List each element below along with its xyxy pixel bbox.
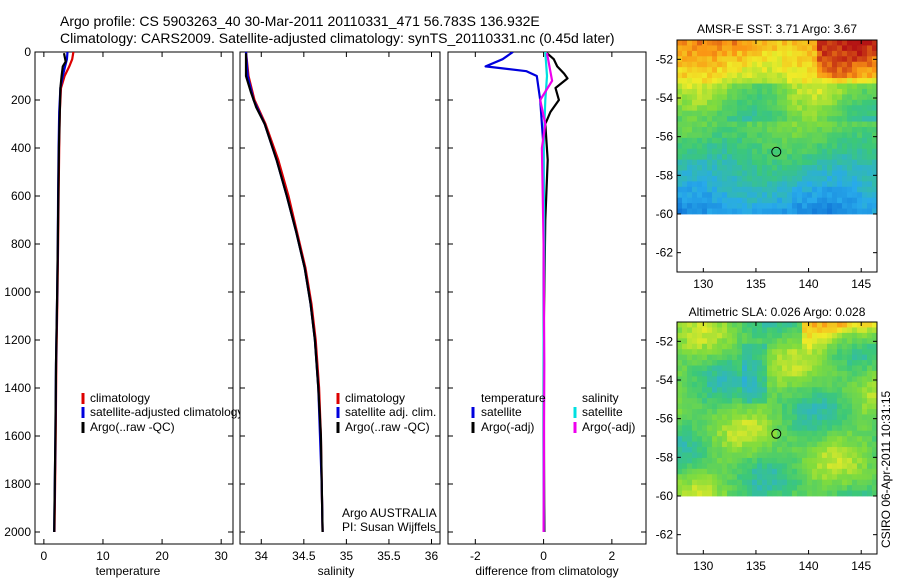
salinity-axes-frame — [239, 51, 441, 545]
sst-map-frame — [676, 39, 878, 273]
depth-ytick-label: 400 — [11, 141, 31, 155]
salinity-xlabel: salinity — [318, 564, 355, 578]
sst-ytick-label: -52 — [656, 52, 674, 66]
depth-ytick-label: 0 — [24, 45, 31, 59]
sla-xtick-label: 145 — [851, 559, 871, 573]
sst-xtick-label: 130 — [693, 277, 713, 291]
salinity-legend: climatology satellite adj. clim. Argo(..… — [336, 391, 436, 434]
depth-ytick-label: 1600 — [4, 429, 31, 443]
salinity-annotation-institution: Argo AUSTRALIA — [342, 506, 437, 520]
salinity-series-2 — [244, 53, 324, 533]
difference-series-1 — [542, 52, 569, 533]
difference-legend-header-temperature: temperature — [481, 391, 546, 405]
temperature-xtick-label: 10 — [96, 549, 110, 563]
sst-xtick-label: 135 — [746, 277, 766, 291]
sst-ytick-label: -54 — [656, 91, 674, 105]
sla-ytick-label: -52 — [656, 334, 674, 348]
salinity-legend-satellite: satellite adj. clim. — [345, 405, 436, 419]
temperature-xtick-label: 0 — [41, 549, 48, 563]
sst-map-title: AMSR-E SST: 3.71 Argo: 3.67 — [697, 22, 857, 36]
temperature-axes-frame — [34, 51, 234, 545]
difference-panel: -2 0 2 difference from climatology tempera… — [447, 51, 647, 578]
salinity-annotation-pi: PI: Susan Wijffels — [342, 520, 436, 534]
sla-ytick-label: -58 — [656, 450, 674, 464]
sst-ytick-label: -56 — [656, 130, 674, 144]
temperature-legend-climatology: climatology — [90, 391, 150, 405]
difference-xtick-label: 2 — [609, 549, 616, 563]
depth-ytick-label: 2000 — [4, 525, 31, 539]
sla-argo-location-marker — [771, 428, 782, 439]
depth-ytick-label: 800 — [11, 237, 31, 251]
depth-ytick-label: 1000 — [4, 285, 31, 299]
depth-ytick-label: 200 — [11, 93, 31, 107]
difference-legend-sal-argo: Argo(-adj) — [582, 420, 635, 434]
timestamp-stamp: CSIRO 06-Apr-2011 10:31:15 — [879, 390, 893, 548]
salinity-legend-climatology: climatology — [345, 391, 405, 405]
sla-xtick-label: 140 — [799, 559, 819, 573]
salinity-panel: 34 34.5 35 35.5 36 salinity climatology sate… — [239, 51, 441, 578]
sla-ytick-label: -54 — [656, 373, 674, 387]
sla-ytick-label: -62 — [656, 528, 674, 542]
temperature-series-2 — [53, 52, 67, 533]
sst-ytick-label: -60 — [656, 207, 674, 221]
difference-legend-temp-argo: Argo(-adj) — [481, 420, 534, 434]
difference-legend: temperature salinity satellite Argo(-adj… — [471, 391, 635, 434]
difference-legend-sal-satellite: satellite — [582, 405, 623, 419]
depth-ytick-label: 1400 — [4, 381, 31, 395]
sst-ytick-label: -58 — [656, 168, 674, 182]
difference-series-3 — [539, 53, 554, 533]
sla-map-frame — [676, 321, 878, 555]
difference-legend-header-salinity: salinity — [582, 391, 619, 405]
salinity-xtick-label: 35 — [340, 549, 354, 563]
temperature-legend-argo: Argo(..raw -QC) — [90, 420, 175, 434]
temperature-xtick-label: 30 — [214, 549, 228, 563]
difference-axes-frame — [447, 51, 647, 545]
temperature-xtick-label: 20 — [155, 549, 169, 563]
sla-ytick-label: -56 — [656, 412, 674, 426]
sla-xtick-label: 135 — [746, 559, 766, 573]
salinity-legend-argo: Argo(..raw -QC) — [345, 420, 430, 434]
depth-ytick-label: 600 — [11, 189, 31, 203]
difference-xtick-label: -2 — [470, 549, 481, 563]
temperature-legend: climatology satellite-adjusted climatolo… — [81, 391, 243, 434]
title-line-2: Climatology: CARS2009. Satellite-adjuste… — [60, 30, 615, 46]
difference-legend-temp-satellite: satellite — [481, 405, 522, 419]
temperature-legend-satellite: satellite-adjusted climatology — [90, 405, 243, 419]
sla-ytick-label: -60 — [656, 489, 674, 503]
salinity-xtick-label: 34 — [255, 549, 269, 563]
sla-map-title: Altimetric SLA: 0.026 Argo: 0.028 — [689, 305, 866, 319]
sst-xtick-label: 145 — [851, 277, 871, 291]
depth-ytick-label: 1200 — [4, 333, 31, 347]
sla-xtick-label: 130 — [693, 559, 713, 573]
temperature-xlabel: temperature — [96, 564, 161, 578]
sst-map-panel: AMSR-E SST: 3.71 Argo: 3.67 130 135 140 145… — [656, 22, 878, 291]
salinity-xtick-label: 36 — [425, 549, 439, 563]
salinity-xtick-label: 34.5 — [292, 549, 316, 563]
salinity-xtick-label: 35.5 — [377, 549, 401, 563]
title-line-1: Argo profile: CS 5903263_40 30-Mar-2011 … — [60, 13, 540, 29]
depth-ytick-label: 1800 — [4, 477, 31, 491]
difference-xtick-label: 0 — [540, 549, 547, 563]
sst-argo-location-marker — [771, 146, 782, 157]
sst-ytick-label: -62 — [656, 246, 674, 260]
sst-xtick-label: 140 — [799, 277, 819, 291]
difference-xlabel: difference from climatology — [475, 564, 618, 578]
sla-map-panel: Altimetric SLA: 0.026 Argo: 0.028 130 135… — [656, 305, 878, 573]
temperature-panel: 0 10 20 30 0 200 400 600 800 1000 1200 1400 1600 1800… — [4, 45, 243, 578]
